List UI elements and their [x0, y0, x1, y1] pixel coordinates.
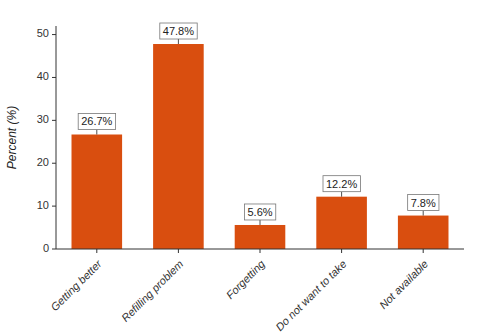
x-tick-label: Refilling problem — [119, 258, 185, 324]
bar — [153, 44, 204, 249]
x-tick — [96, 249, 97, 253]
bar — [72, 134, 123, 249]
x-tick — [423, 249, 424, 253]
data-label: 26.7% — [81, 115, 112, 127]
y-tick-label: 40 — [37, 70, 49, 82]
chart: 0 10 20 30 40 50 Getting betterRefilling probl… — [0, 0, 478, 333]
x-tick-label: Getting better — [48, 257, 105, 314]
y-tick — [52, 77, 56, 78]
y-tick-label: 0 — [43, 242, 49, 254]
data-label-box — [323, 176, 360, 192]
bar — [235, 225, 286, 249]
y-axis-line — [56, 26, 57, 249]
data-label-box — [244, 204, 275, 220]
bar — [316, 197, 367, 249]
y-tick — [52, 163, 56, 164]
y-tick — [52, 34, 56, 35]
y-tick — [52, 120, 56, 121]
x-tick-label: Forgetting — [224, 257, 268, 301]
label-stem — [260, 220, 261, 225]
y-tick-label: 30 — [37, 113, 49, 125]
data-label: 47.8% — [163, 25, 194, 37]
data-label-box — [78, 113, 115, 129]
label-stem — [96, 129, 97, 134]
label-stem — [178, 39, 179, 44]
label-stem — [423, 211, 424, 216]
data-label-box — [408, 195, 439, 211]
bar — [398, 216, 449, 249]
x-tick — [178, 249, 179, 253]
y-tick-label: 50 — [37, 27, 49, 39]
x-tick — [341, 249, 342, 253]
data-label: 7.8% — [411, 197, 436, 209]
y-tick — [52, 206, 56, 207]
data-label: 5.6% — [247, 206, 272, 218]
x-tick — [260, 249, 261, 253]
x-tick-label: Do not want to take — [273, 258, 349, 333]
y-axis-label: Percent (%) — [5, 106, 19, 169]
y-tick — [52, 249, 56, 250]
data-label: 12.2% — [326, 178, 357, 190]
y-tick-label: 10 — [37, 199, 49, 211]
bars — [72, 44, 449, 249]
y-tick-label: 20 — [37, 156, 49, 168]
label-stem — [341, 192, 342, 197]
x-tick-label: Not available — [377, 258, 430, 311]
data-label-box — [160, 23, 197, 39]
